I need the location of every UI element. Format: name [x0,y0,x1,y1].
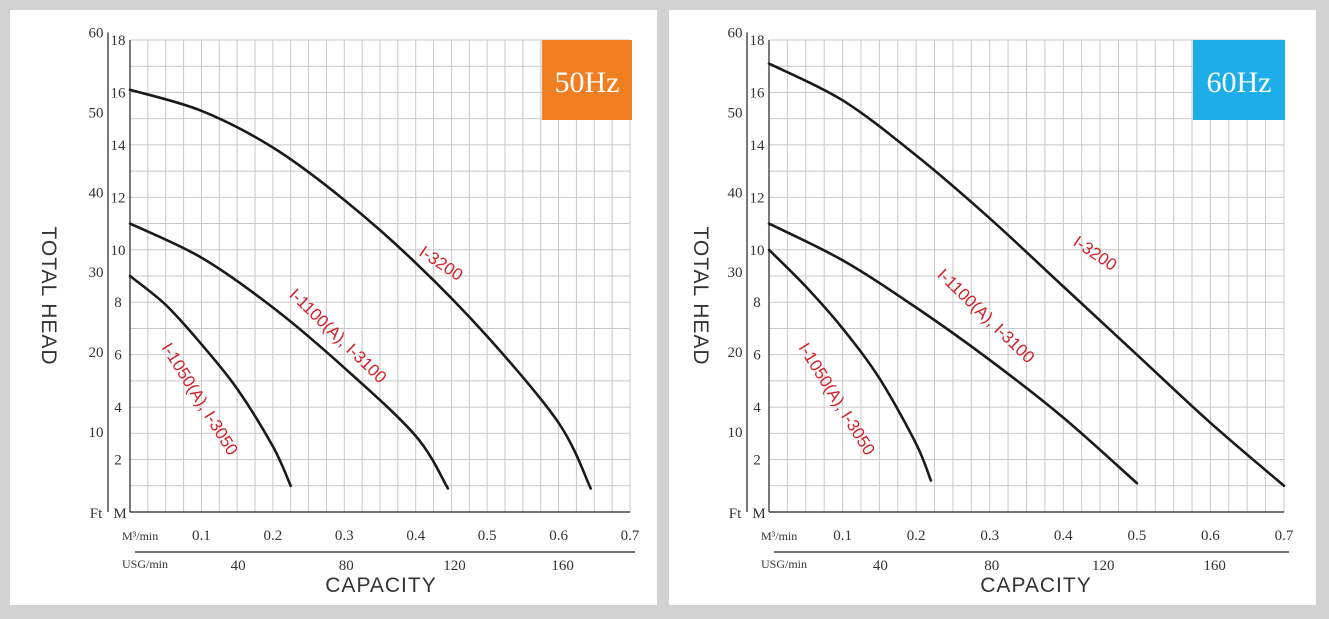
x-tick-label-m3: 0.3 [980,528,999,544]
y-tick-label-m: 18 [750,33,765,49]
chart-panel-50hz: 2 4 6 8 10 12 14 16 18 10 20 30 40 50 60 Ft M 0.1 0.2 0.3 0.… [10,10,657,605]
y-tick-label-m: 4 [753,400,761,416]
x-tick-label-m3: 0.7 [1275,528,1294,544]
y-tick-label-ft: 10 [728,425,743,441]
x-tick-label-m3: 0.6 [1201,528,1220,544]
y-tick-label-ft: 30 [89,265,104,281]
y-tick-label-ft: 10 [89,425,104,441]
x-unit-secondary: USG/min [761,557,807,571]
y-tick-label-ft: 40 [89,185,104,201]
series [128,88,592,490]
curve-1 [128,88,592,490]
y-tick-label-ft: 40 [728,185,743,201]
x-axis-title: CAPACITY [980,574,1091,597]
curve-label-1: I-3200 [416,242,467,285]
curve-label-2: I-1100(A), I-3100 [285,285,390,387]
x-tick-label-m3: 0.2 [907,528,926,544]
y-tick-label-ft: 50 [728,105,743,121]
x-tick-label-usg: 40 [873,558,888,574]
y-axis-title: TOTAL HEAD [37,226,60,365]
x-tick-label-usg: 160 [1203,558,1226,574]
y-tick-label-m: 8 [753,295,761,311]
curve-label-2: I-1100(A), I-3100 [933,265,1038,367]
y-tick-label-m: 18 [111,33,126,49]
curve-3 [128,274,292,488]
chart-panel-60hz: 2 4 6 8 10 12 14 16 18 10 20 30 40 50 60 Ft M 0.1 0.2 0.3 0.… [669,10,1316,605]
y-unit-ft: Ft [729,506,742,522]
badge-bg [1193,40,1285,120]
x-tick-label-usg: 120 [443,558,466,574]
x-unit-primary: M³/min [761,529,797,543]
x-tick-label-m3: 0.1 [833,528,852,544]
x-tick-label-usg: 40 [231,558,246,574]
badge-label: 50Hz [555,66,620,99]
y-tick-label-m: 14 [750,138,766,154]
x-tick-label-m3: 0.4 [406,528,425,544]
y-tick-label-m: 10 [111,243,126,259]
y-tick-label-m: 4 [114,400,122,416]
curve-label-1: I-3200 [1070,232,1121,275]
x-tick-label-m3: 0.5 [1127,528,1146,544]
curve-1 [767,62,1286,488]
x-tick-label-usg: 80 [984,558,999,574]
curve-3 [767,248,933,482]
y-tick-label-ft: 30 [728,265,743,281]
x-tick-label-usg: 120 [1092,558,1115,574]
curve-2 [767,222,1139,485]
badge-bg [542,40,632,120]
y-unit-m: M [113,506,126,522]
y-tick-label-m: 12 [111,190,126,206]
x-tick-label-m3: 0.4 [1054,528,1073,544]
y-tick-label-ft: 50 [89,105,104,121]
x-tick-label-m3: 0.2 [263,528,282,544]
y-unit-m: M [752,506,765,522]
y-tick-label-m: 16 [750,85,766,101]
y-tick-label-m: 16 [111,85,127,101]
y-tick-label-m: 10 [750,243,765,259]
x-tick-label-usg: 160 [551,558,574,574]
x-unit-secondary: USG/min [122,557,168,571]
x-tick-label-m3: 0.1 [192,528,211,544]
y-tick-label-m: 6 [753,348,761,364]
chart-60hz: 2 4 6 8 10 12 14 16 18 10 20 30 40 50 60 Ft M 0.1 0.2 0.3 0.… [689,25,1294,597]
x-tick-label-usg: 80 [339,558,354,574]
badge-label: 60Hz [1207,66,1272,99]
frequency-badge: 50Hz [542,40,632,120]
y-unit-ft: Ft [90,506,103,522]
x-axis-title: CAPACITY [325,574,436,597]
y-tick-label-m: 6 [114,348,122,364]
y-tick-label-ft: 20 [728,345,743,361]
curve-2 [128,222,450,490]
x-tick-label-m3: 0.6 [549,528,568,544]
x-tick-label-m3: 0.7 [621,528,640,544]
x-unit-primary: M³/min [122,529,158,543]
curve-label-3: I-1050(A), I-3050 [158,340,242,459]
y-tick-label-ft: 60 [89,25,104,41]
y-tick-label-m: 8 [114,295,122,311]
y-tick-label-m: 2 [753,453,761,469]
y-tick-label-ft: 20 [89,345,104,361]
axes: 2 4 6 8 10 12 14 16 18 10 20 30 40 50 60 Ft M 0.1 0.2 0.3 0.… [89,25,640,574]
chart-50hz: 2 4 6 8 10 12 14 16 18 10 20 30 40 50 60 Ft M 0.1 0.2 0.3 0.… [37,25,640,597]
y-tick-label-m: 14 [111,138,127,154]
frequency-badge: 60Hz [1193,40,1285,120]
x-tick-label-m3: 0.5 [478,528,497,544]
y-tick-label-m: 12 [750,190,765,206]
y-tick-label-m: 2 [114,453,122,469]
axes: 2 4 6 8 10 12 14 16 18 10 20 30 40 50 60 Ft M 0.1 0.2 0.3 0.… [728,25,1294,574]
y-axis-title: TOTAL HEAD [689,226,712,365]
x-tick-label-m3: 0.3 [335,528,354,544]
series [767,62,1286,488]
y-tick-label-ft: 60 [728,25,743,41]
labels: I-3200 I-1100(A), I-3100 I-1050(A), I-3050 [158,242,467,459]
